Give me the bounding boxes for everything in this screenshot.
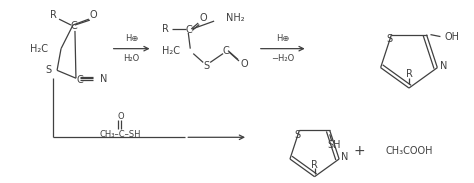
Text: C: C (77, 75, 84, 85)
Text: H₂C: H₂C (30, 44, 48, 54)
Text: R: R (50, 10, 56, 20)
Text: N: N (439, 61, 447, 71)
Text: R: R (162, 24, 168, 34)
Text: S: S (386, 33, 392, 44)
Text: C: C (223, 46, 229, 56)
Text: S: S (203, 61, 209, 71)
Text: S: S (45, 65, 51, 75)
Text: O: O (89, 10, 97, 20)
Text: R: R (406, 69, 412, 79)
Text: C: C (71, 21, 77, 31)
Text: N: N (100, 74, 107, 84)
Text: O: O (200, 13, 207, 23)
Text: R: R (311, 160, 318, 170)
Text: H⊕: H⊕ (276, 34, 290, 43)
Text: C: C (186, 25, 192, 35)
Text: SH: SH (327, 140, 340, 150)
Text: NH₂: NH₂ (226, 13, 245, 23)
Text: H₂O: H₂O (124, 54, 140, 63)
Text: +: + (354, 144, 365, 158)
Text: OH: OH (445, 32, 459, 42)
Text: O: O (240, 59, 248, 69)
Text: −H₂O: −H₂O (271, 54, 294, 63)
Text: CH₃–C–SH: CH₃–C–SH (100, 130, 141, 139)
Text: O: O (118, 112, 124, 121)
Text: N: N (341, 152, 349, 162)
Text: H⊕: H⊕ (125, 34, 138, 43)
Text: H₂C: H₂C (162, 46, 180, 56)
Text: S: S (294, 130, 301, 140)
Text: CH₃COOH: CH₃COOH (385, 146, 433, 156)
